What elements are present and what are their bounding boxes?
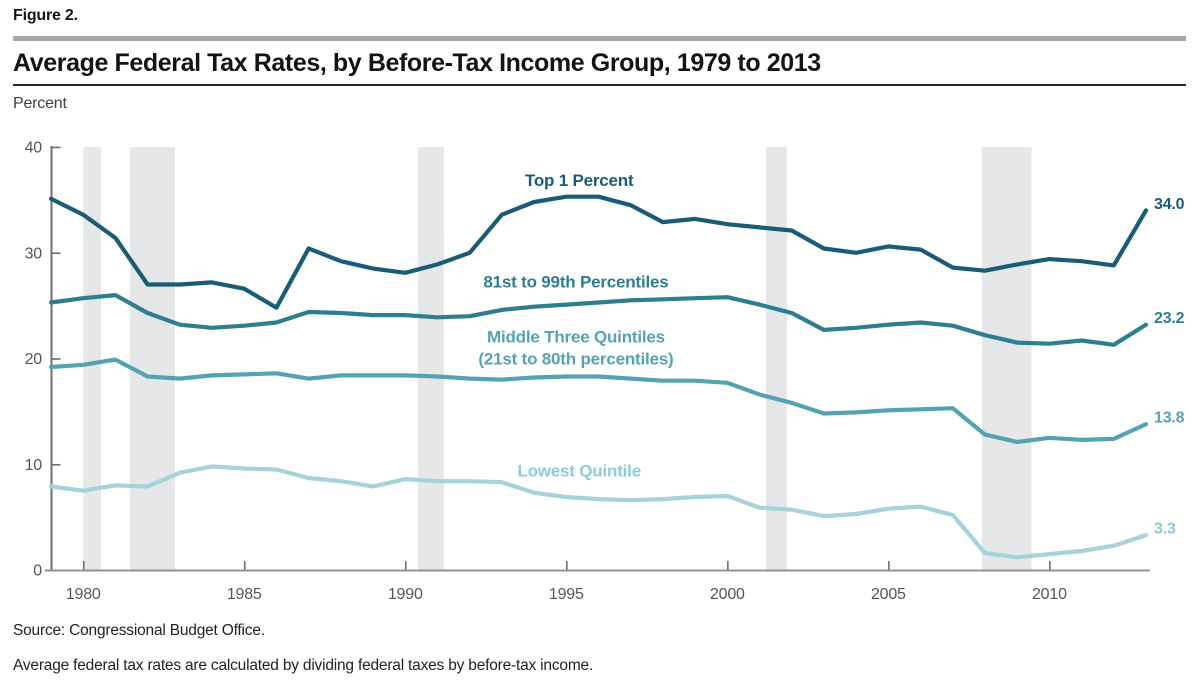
header-gray-bar <box>13 36 1186 41</box>
x-tick-label: 1990 <box>388 586 423 603</box>
recession-band <box>418 147 444 570</box>
figure-number-label: Figure 2. <box>13 7 78 24</box>
x-tick-label: 2005 <box>871 586 906 603</box>
series-line-top-1-percent <box>48 194 1149 310</box>
series-end-value: 34.0 <box>1154 196 1185 213</box>
x-tick-label: 1980 <box>66 586 101 603</box>
series-end-value: 23.2 <box>1154 310 1185 327</box>
y-tick-label: 30 <box>25 245 43 262</box>
series-label: (21st to 80th percentiles) <box>478 349 673 368</box>
x-tick-label: 1995 <box>549 586 584 603</box>
y-axis-unit-label: Percent <box>13 95 67 112</box>
series-label: Middle Three Quintiles <box>487 327 665 346</box>
series-label: Top 1 Percent <box>525 171 634 190</box>
y-tick-label: 20 <box>25 351 43 368</box>
y-tick-label: 40 <box>25 140 43 157</box>
y-tick-label: 10 <box>25 457 43 474</box>
source-note: Source: Congressional Budget Office. <box>13 622 265 639</box>
x-tick-label: 1985 <box>227 586 262 603</box>
series-end-value: 3.3 <box>1154 521 1176 538</box>
series-label: Lowest Quintile <box>517 462 641 481</box>
y-tick-label: 0 <box>33 563 42 580</box>
series-end-value: 13.8 <box>1154 410 1185 427</box>
series-line-middle-three-quintiles-21st-to-80th-percentiles- <box>48 357 1149 445</box>
x-tick-label: 2000 <box>710 586 745 603</box>
series-label: 81st to 99th Percentiles <box>483 272 668 291</box>
series-line-81st-to-99th-percentiles <box>48 293 1149 347</box>
footnote: Average federal tax rates are calculated… <box>13 657 594 674</box>
series-line-lowest-quintile <box>48 464 1149 560</box>
x-tick-label: 2010 <box>1032 586 1067 603</box>
recession-band <box>83 147 101 570</box>
recession-band <box>981 147 1032 570</box>
chart-title: Average Federal Tax Rates, by Before-Tax… <box>13 49 821 77</box>
title-rule <box>13 84 1186 86</box>
recession-band <box>129 147 175 570</box>
recession-band <box>765 147 787 570</box>
